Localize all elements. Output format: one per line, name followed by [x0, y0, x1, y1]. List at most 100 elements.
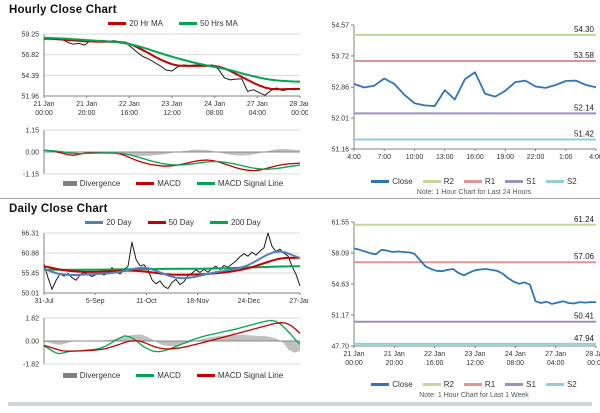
svg-text:22:00: 22:00	[527, 154, 545, 161]
svg-text:21 Jan: 21 Jan	[384, 351, 405, 358]
svg-text:52.01: 52.01	[331, 116, 349, 123]
legend-swatch	[422, 383, 441, 386]
svg-text:56.82: 56.82	[21, 52, 39, 59]
legend-label: 50 Hrs MA	[200, 19, 238, 28]
hourly-left-column: 20 Hr MA 50 Hrs MA 59.25 56.82 54.39 51.96 21…	[4, 17, 308, 196]
legend-label: Divergence	[79, 179, 121, 188]
svg-text:51.17: 51.17	[331, 312, 349, 319]
svg-text:51.96: 51.96	[21, 94, 39, 101]
svg-text:50.41: 50.41	[574, 312, 595, 321]
svg-text:4:00: 4:00	[347, 154, 361, 161]
legend-label: 20 Day	[106, 218, 132, 227]
svg-text:24 Jan: 24 Jan	[505, 351, 526, 358]
svg-text:58.09: 58.09	[331, 250, 349, 257]
legend-swatch	[179, 22, 197, 25]
svg-text:52.86: 52.86	[331, 85, 349, 92]
svg-text:60.88: 60.88	[21, 250, 39, 257]
svg-text:47.94: 47.94	[574, 334, 595, 343]
svg-text:00:00: 00:00	[345, 360, 363, 367]
svg-text:7:00: 7:00	[377, 154, 391, 161]
legend-swatch	[62, 373, 77, 378]
svg-text:16:00: 16:00	[121, 110, 139, 117]
svg-text:27 Jan: 27 Jan	[545, 351, 566, 358]
svg-text:1.15: 1.15	[25, 128, 39, 135]
daily-price-legend: 20 Day 50 Day 200 Day	[4, 216, 308, 229]
svg-text:21 Jan: 21 Jan	[33, 101, 54, 108]
daily-row: 20 Day 50 Day 200 Day 66.31 60.88 55.45 50.01…	[4, 216, 600, 399]
legend-item-close: Close	[371, 177, 413, 186]
legend-swatch	[209, 221, 228, 224]
legend-item-r2: R2	[422, 177, 454, 186]
daily-sr-legend: Close R2 R1 S1 S2	[308, 378, 600, 391]
svg-text:54.39: 54.39	[21, 73, 39, 80]
svg-text:66.31: 66.31	[21, 231, 39, 238]
svg-text:08:00: 08:00	[206, 110, 224, 117]
svg-text:24 Jan: 24 Jan	[204, 101, 225, 108]
svg-text:23 Jan: 23 Jan	[161, 101, 182, 108]
svg-text:57.06: 57.06	[574, 252, 595, 261]
legend-item-s1: S1	[505, 380, 536, 389]
hourly-section-title: Hourly Close Chart	[9, 4, 117, 16]
legend-label: 200 Day	[230, 218, 261, 227]
legend-swatch	[505, 180, 524, 183]
legend-item-s1: S1	[505, 177, 536, 186]
legend-item-macd-signal-line: MACD Signal Line	[196, 371, 283, 380]
svg-text:27-Jan: 27-Jan	[289, 298, 308, 305]
svg-text:5-Sep: 5-Sep	[86, 298, 105, 305]
svg-text:19:00: 19:00	[496, 154, 514, 161]
svg-text:16:00: 16:00	[466, 154, 484, 161]
svg-text:20:00: 20:00	[78, 110, 96, 117]
legend-item-close: Close	[371, 380, 413, 389]
svg-text:16:00: 16:00	[426, 360, 444, 367]
legend-item-r2: R2	[422, 380, 454, 389]
svg-text:21 Jan: 21 Jan	[76, 101, 97, 108]
svg-text:-1.15: -1.15	[23, 172, 39, 178]
daily-right-column: 61.55 58.09 54.63 51.17 47.70 21 Jan 00:00 21 J…	[308, 216, 600, 399]
svg-text:04:00: 04:00	[547, 360, 565, 367]
svg-text:50.01: 50.01	[21, 291, 39, 298]
legend-swatch	[545, 180, 564, 183]
legend-swatch	[463, 180, 482, 183]
legend-swatch	[463, 383, 482, 386]
svg-text:00:00: 00:00	[35, 110, 53, 117]
legend-item-20-day: 20 Day	[85, 218, 132, 227]
svg-text:59.25: 59.25	[21, 32, 39, 39]
svg-text:54.63: 54.63	[331, 281, 349, 288]
svg-text:51.16: 51.16	[331, 147, 349, 154]
section-divider	[0, 198, 600, 199]
legend-item-200-day: 200 Day	[209, 218, 261, 227]
svg-text:11-Oct: 11-Oct	[136, 298, 157, 305]
svg-text:10:00: 10:00	[406, 154, 424, 161]
legend-item-s2: S2	[545, 177, 577, 186]
svg-text:54.57: 54.57	[331, 23, 349, 30]
legend-label: 50 Day	[168, 218, 194, 227]
svg-text:04:00: 04:00	[249, 110, 267, 117]
daily-macd-legend: Divergence MACD MACD Signal Line	[4, 369, 308, 382]
legend-label: S1	[526, 177, 536, 186]
daily-left-column: 20 Day 50 Day 200 Day 66.31 60.88 55.45 50.01…	[4, 216, 308, 399]
svg-text:22 Jan: 22 Jan	[424, 351, 445, 358]
hourly-chart-note: Note: 1 Hour Chart for Last 24 Hours	[416, 189, 532, 196]
legend-label: S2	[566, 380, 577, 389]
svg-text:12:00: 12:00	[163, 110, 181, 117]
svg-text:18-Nov: 18-Nov	[186, 298, 209, 305]
legend-item-20-hr-ma: 20 Hr MA	[108, 19, 163, 28]
bottom-bar	[8, 402, 592, 406]
hourly-section: Hourly Close Chart 20 Hr MA 50 Hrs MA 59.…	[0, 0, 600, 196]
legend-label: R1	[484, 380, 496, 389]
svg-text:54.30: 54.30	[574, 25, 595, 34]
legend-item-macd: MACD	[136, 371, 181, 380]
svg-text:27 Jan: 27 Jan	[247, 101, 268, 108]
svg-text:24-Dec: 24-Dec	[238, 298, 261, 305]
legend-label: MACD	[157, 371, 181, 380]
legend-swatch	[196, 182, 215, 185]
svg-text:61.24: 61.24	[574, 216, 595, 224]
svg-text:00:00: 00:00	[587, 360, 600, 367]
legend-label: S2	[566, 177, 577, 186]
svg-text:4:00: 4:00	[589, 154, 600, 161]
legend-label: 20 Hr MA	[129, 19, 163, 28]
hourly-sr-legend: Close R2 R1 S1 S2	[308, 175, 600, 188]
svg-text:08:00: 08:00	[507, 360, 525, 367]
